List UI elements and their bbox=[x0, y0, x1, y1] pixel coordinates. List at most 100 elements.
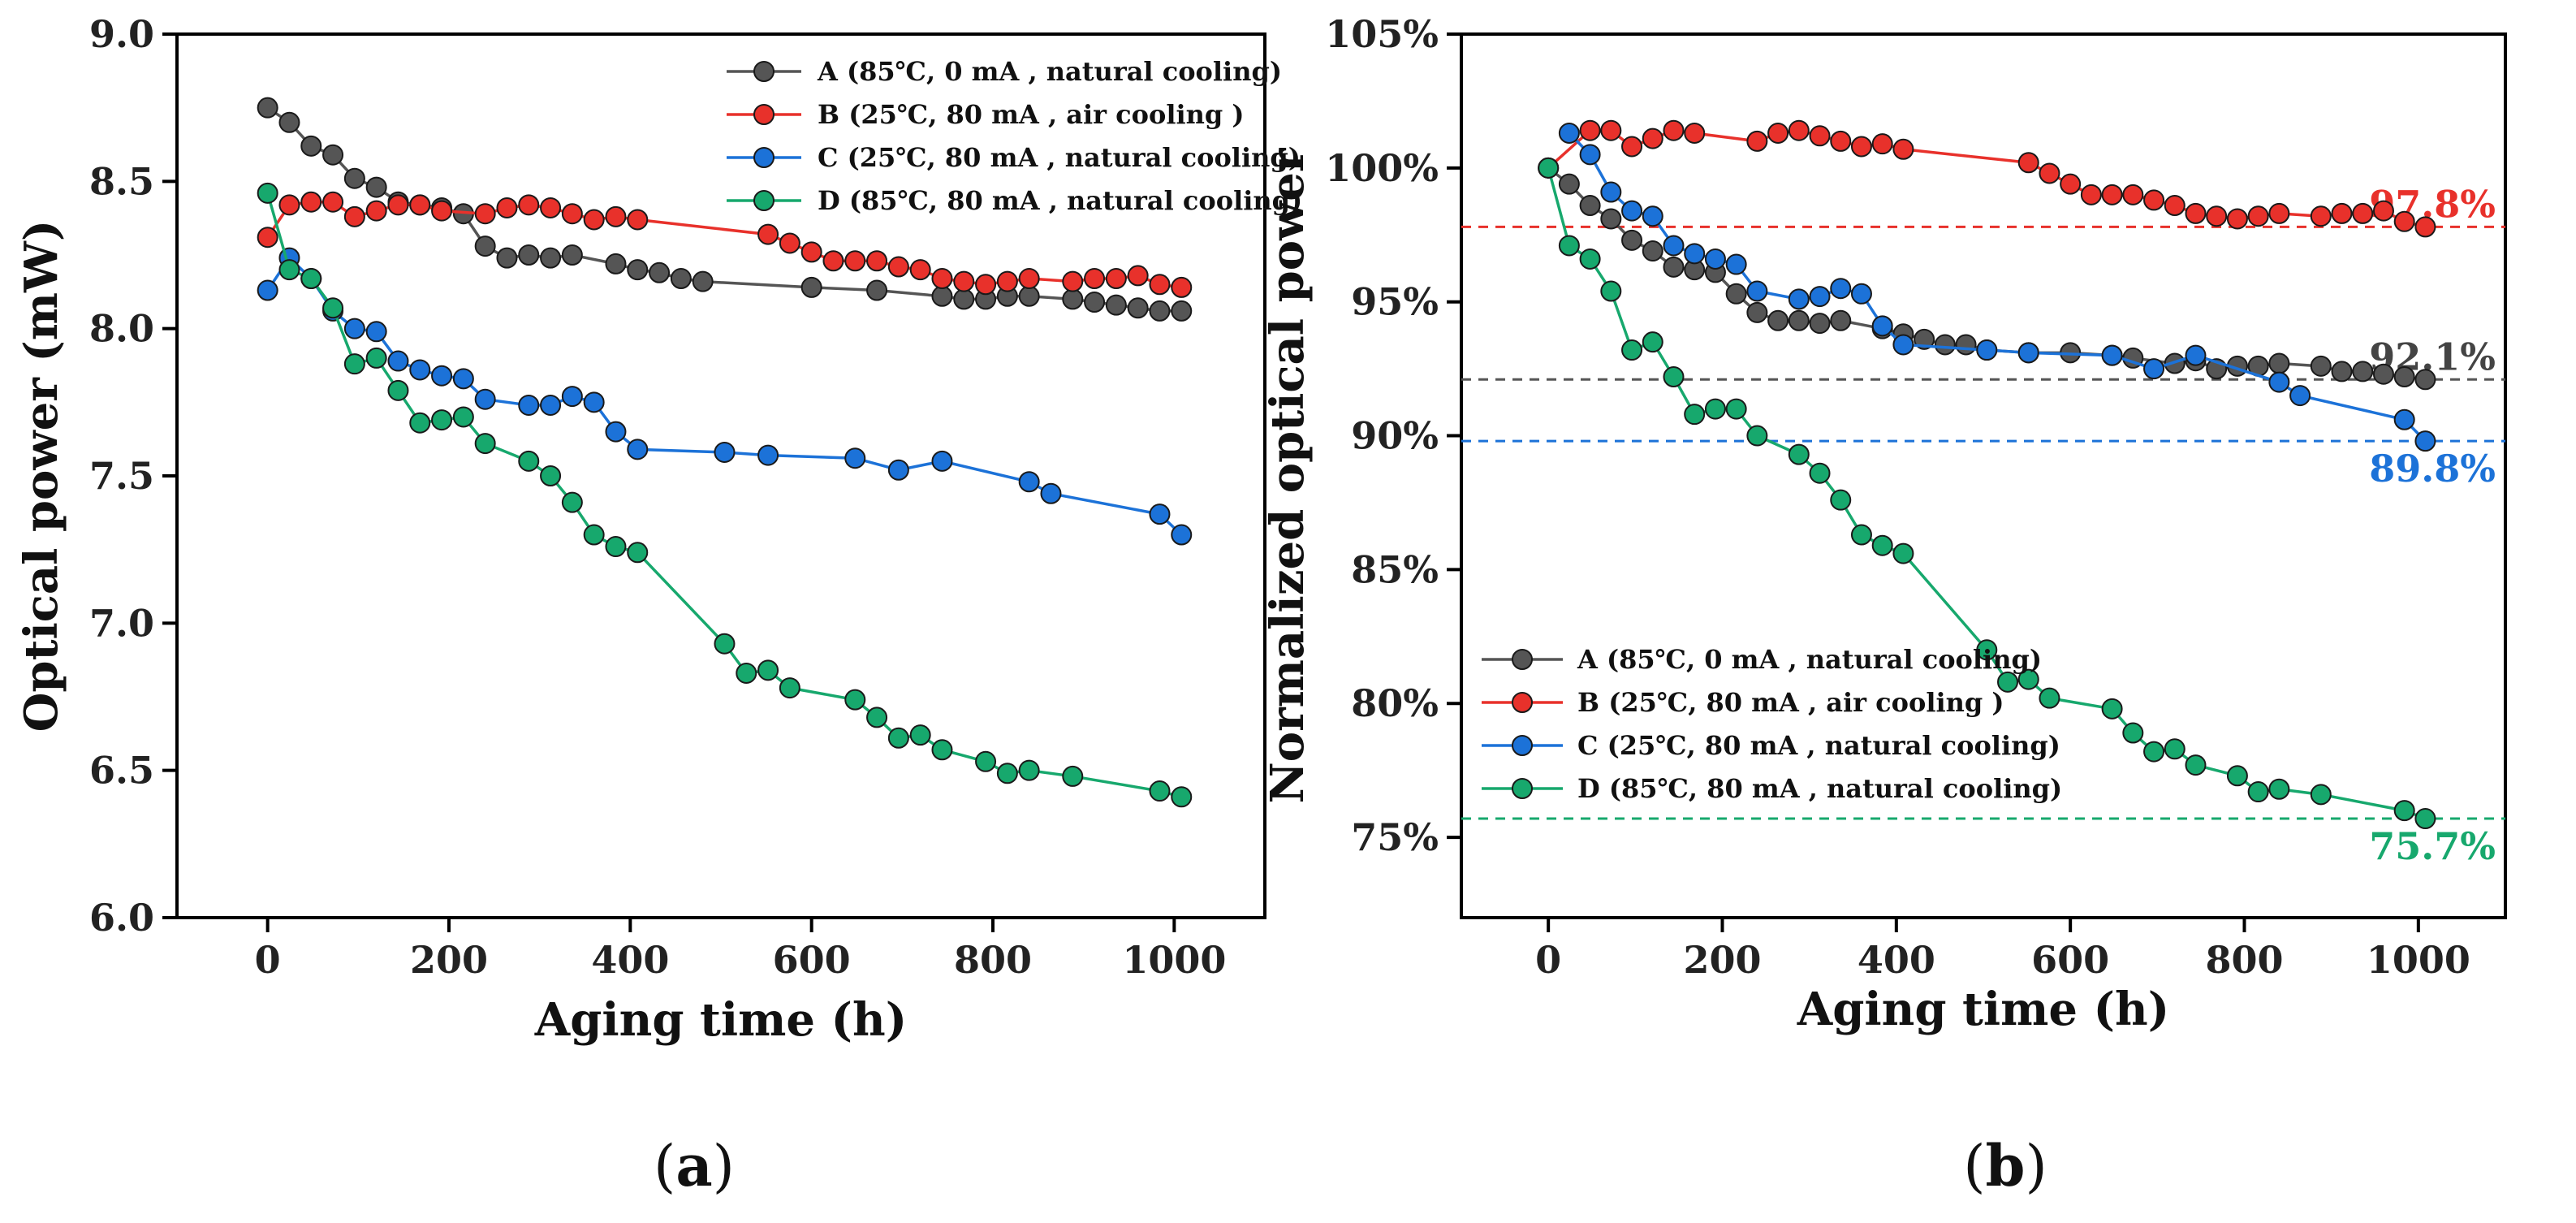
data-point-c bbox=[1892, 334, 1914, 356]
data-point-d bbox=[1830, 489, 1852, 511]
data-point-c bbox=[1871, 315, 1893, 337]
data-point-d bbox=[2017, 668, 2039, 690]
panel-label: (b) bbox=[1963, 1132, 2047, 1199]
data-point-b bbox=[1084, 268, 1106, 290]
data-point-c bbox=[1663, 235, 1685, 257]
data-point-a bbox=[670, 268, 692, 290]
y-tick-label: 90% bbox=[1351, 414, 1439, 458]
legend-marker bbox=[1512, 735, 1533, 756]
data-point-d bbox=[365, 347, 387, 369]
data-point-c bbox=[1642, 205, 1663, 227]
data-point-b bbox=[909, 259, 931, 281]
data-point-c bbox=[409, 359, 431, 381]
legend-label: B (25℃, 80 mA , air cooling ) bbox=[1577, 687, 2004, 718]
y-tick-label: 85% bbox=[1351, 547, 1439, 591]
y-tick-label: 75% bbox=[1351, 815, 1439, 859]
data-point-d bbox=[1062, 765, 1084, 787]
data-point-d bbox=[975, 750, 997, 772]
data-point-b bbox=[2060, 173, 2082, 195]
legend-marker bbox=[753, 104, 775, 125]
data-point-c bbox=[2414, 430, 2436, 452]
data-point-a bbox=[605, 253, 627, 274]
y-tick-label: 6.0 bbox=[89, 896, 154, 940]
legend-label: D (85℃, 80 mA , natural cooling) bbox=[1577, 773, 2062, 804]
data-point-b bbox=[1105, 268, 1127, 290]
data-point-d bbox=[1579, 248, 1601, 270]
data-point-a bbox=[1105, 294, 1127, 316]
data-point-b bbox=[1149, 274, 1171, 296]
data-point-d bbox=[518, 450, 540, 472]
data-point-b bbox=[757, 223, 779, 245]
data-point-d bbox=[1871, 534, 1893, 556]
data-point-b bbox=[431, 200, 453, 222]
data-point-c bbox=[518, 394, 540, 416]
data-point-d bbox=[1704, 398, 1726, 420]
data-point-b bbox=[2352, 202, 2374, 224]
x-tick-label: 400 bbox=[591, 938, 669, 982]
data-point-d bbox=[2185, 754, 2207, 776]
panel-letter: a bbox=[675, 1132, 712, 1199]
reference-label-c: 89.8% bbox=[2369, 447, 2496, 490]
data-point-d bbox=[1600, 280, 1622, 302]
data-point-d bbox=[2122, 722, 2144, 744]
data-point-b bbox=[583, 209, 605, 231]
data-point-a bbox=[1018, 285, 1040, 307]
data-point-a bbox=[561, 244, 583, 266]
x-tick-label: 200 bbox=[410, 938, 488, 982]
data-point-d bbox=[887, 727, 909, 749]
legend-item-a: A (85℃, 0 mA , natural cooling) bbox=[1482, 644, 2042, 675]
data-point-a bbox=[474, 236, 496, 257]
data-point-b bbox=[2331, 202, 2353, 224]
data-point-d bbox=[736, 662, 757, 684]
legend-label: D (85℃, 80 mA , natural cooling) bbox=[818, 185, 1302, 216]
data-point-b bbox=[931, 268, 953, 290]
data-point-c bbox=[1809, 286, 1831, 308]
data-point-a bbox=[2268, 352, 2290, 374]
data-point-d bbox=[866, 707, 888, 728]
y-tick-label: 95% bbox=[1351, 280, 1439, 324]
data-point-b bbox=[474, 203, 496, 225]
x-axis-title: Aging time (h) bbox=[534, 993, 907, 1047]
data-point-d bbox=[540, 465, 562, 486]
data-point-b bbox=[779, 232, 800, 254]
data-point-c bbox=[887, 459, 909, 481]
data-point-b bbox=[1830, 130, 1852, 152]
data-point-a bbox=[1663, 256, 1685, 278]
data-point-d bbox=[1725, 398, 1747, 420]
data-point-a bbox=[2331, 361, 2353, 382]
data-point-d bbox=[1149, 780, 1171, 802]
data-point-b bbox=[866, 250, 888, 272]
x-tick-label: 800 bbox=[954, 938, 1032, 982]
data-point-a bbox=[278, 111, 300, 133]
data-point-d bbox=[2310, 784, 2332, 806]
data-point-a bbox=[1127, 297, 1149, 319]
data-point-a bbox=[1558, 173, 1580, 195]
data-point-a bbox=[2393, 366, 2415, 388]
data-point-d bbox=[1746, 425, 1768, 447]
data-point-a bbox=[518, 244, 540, 266]
data-point-d bbox=[2414, 808, 2436, 830]
data-point-d bbox=[844, 689, 866, 711]
data-point-b bbox=[2310, 205, 2332, 227]
x-tick-label: 1000 bbox=[1122, 938, 1226, 982]
data-point-c bbox=[844, 447, 866, 469]
data-point-a bbox=[1955, 334, 1977, 356]
data-point-d bbox=[605, 536, 627, 558]
data-point-b bbox=[1767, 122, 1789, 144]
data-point-b bbox=[518, 194, 540, 216]
data-point-c bbox=[2185, 344, 2207, 366]
data-point-d bbox=[2039, 687, 2060, 709]
data-point-b bbox=[627, 209, 649, 231]
data-point-b bbox=[2185, 202, 2207, 224]
data-point-a bbox=[1062, 288, 1084, 310]
data-point-b bbox=[1788, 119, 1810, 141]
data-point-d bbox=[1850, 524, 1872, 546]
legend-item-c: C (25℃, 80 mA , natural cooling) bbox=[727, 142, 1301, 173]
data-point-d bbox=[561, 491, 583, 513]
data-point-c bbox=[2393, 408, 2415, 430]
data-point-a bbox=[1830, 309, 1852, 331]
data-point-a bbox=[300, 135, 322, 157]
data-point-b bbox=[2017, 152, 2039, 174]
x-tick-label: 1000 bbox=[2367, 938, 2470, 982]
y-tick-label: 105% bbox=[1325, 12, 1439, 56]
